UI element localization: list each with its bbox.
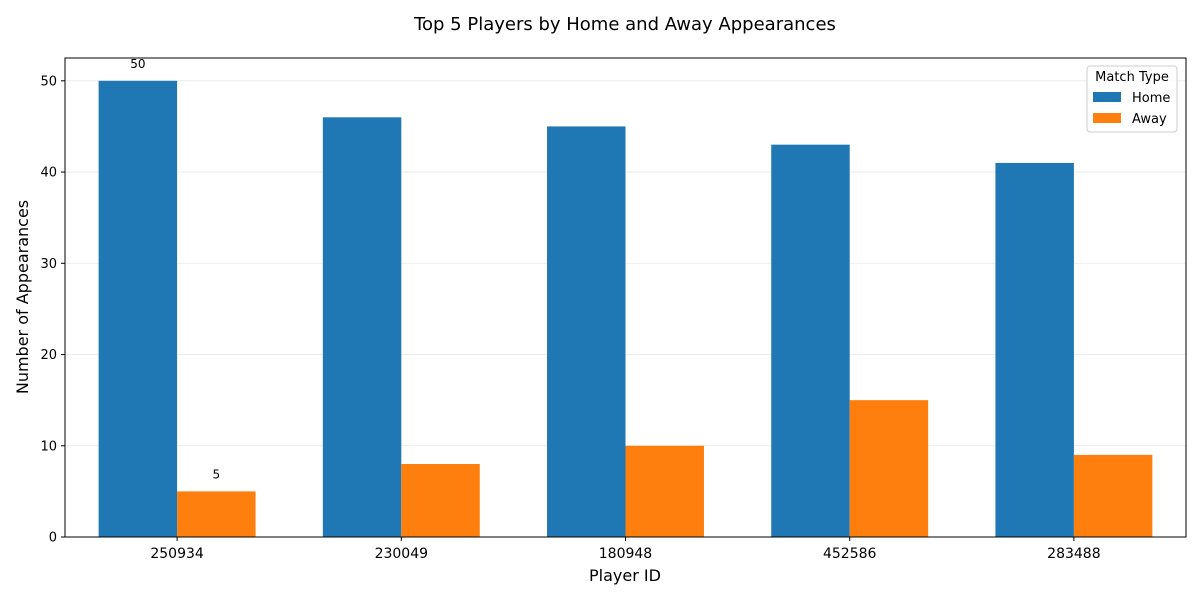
y-tick-label: 50 xyxy=(40,74,57,89)
y-axis-label: Number of Appearances xyxy=(13,200,32,394)
x-tick-label: 180948 xyxy=(599,546,652,562)
y-tick-label: 20 xyxy=(40,348,57,363)
bar-home xyxy=(771,144,850,537)
bar-away xyxy=(1073,454,1153,537)
data-labels: 50 5 xyxy=(130,57,220,482)
x-tick-label: 283488 xyxy=(1047,546,1100,562)
x-tick-label: 452586 xyxy=(823,546,877,562)
legend-swatch-home xyxy=(1093,92,1121,102)
legend-swatch-away xyxy=(1093,113,1121,123)
x-tick-label: 230049 xyxy=(375,546,428,562)
y-axis-ticks: 0 10 20 30 40 50 xyxy=(40,74,65,546)
bar-home xyxy=(98,80,178,538)
bar-away xyxy=(177,491,256,537)
bar-value-label: 50 xyxy=(130,57,145,71)
bar-away xyxy=(401,464,480,537)
legend-label-away: Away xyxy=(1132,112,1167,127)
bar-home xyxy=(322,117,402,538)
bar-away xyxy=(625,445,704,537)
bar-home xyxy=(547,126,626,537)
chart-title: Top 5 Players by Home and Away Appearanc… xyxy=(413,14,836,35)
legend-title: Match Type xyxy=(1095,70,1169,85)
bar-home xyxy=(995,162,1074,537)
bar-away xyxy=(849,400,929,537)
y-tick-label: 30 xyxy=(40,257,57,272)
y-tick-label: 40 xyxy=(40,166,57,181)
bar-value-label: 5 xyxy=(213,467,221,481)
y-tick-label: 0 xyxy=(49,531,57,546)
x-axis-label: Player ID xyxy=(589,566,661,585)
x-axis-ticks: 250934 230049 180948 452586 283488 xyxy=(150,537,1101,562)
bars xyxy=(98,80,1153,538)
legend: Match Type Home Away xyxy=(1086,65,1178,133)
legend-label-home: Home xyxy=(1132,91,1170,106)
y-tick-label: 10 xyxy=(40,439,57,454)
x-tick-label: 250934 xyxy=(150,546,204,562)
